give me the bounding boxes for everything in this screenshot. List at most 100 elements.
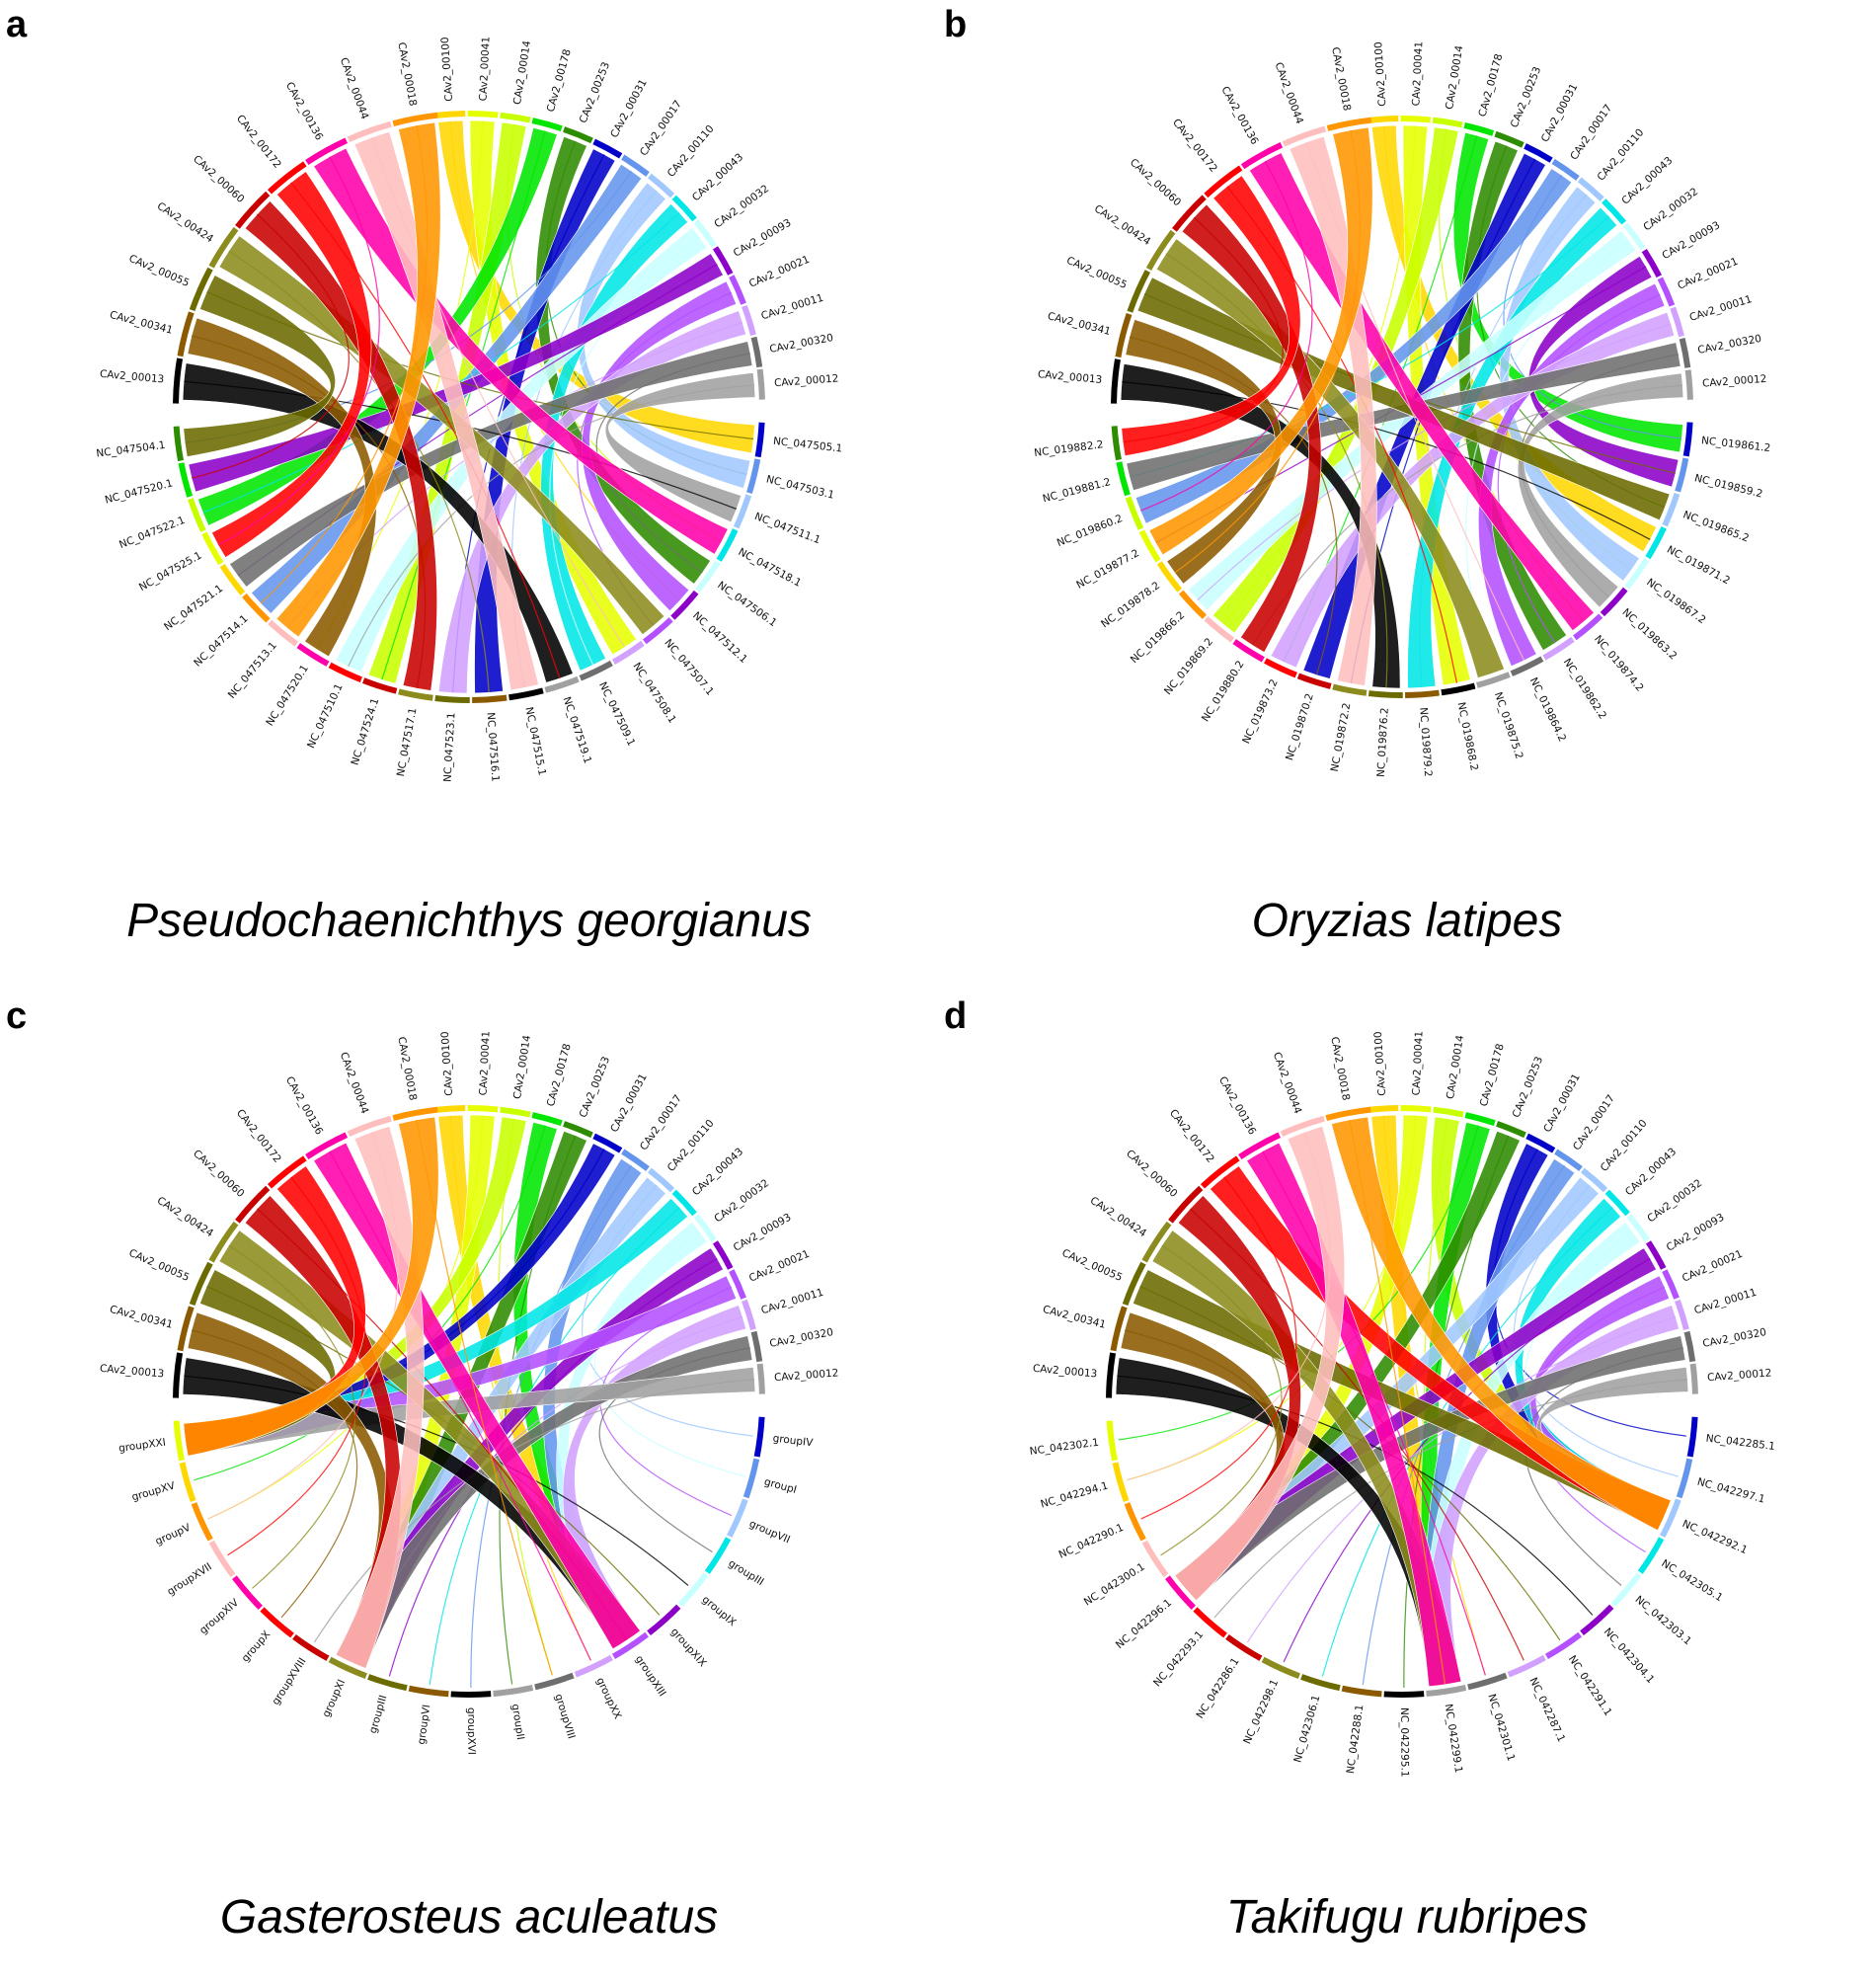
ideogram-segment	[1125, 496, 1145, 530]
ideogram-gap	[1208, 613, 1237, 638]
ideogram-gap	[1666, 308, 1680, 339]
ideogram-segment	[191, 1501, 214, 1542]
segment-label: CAv2_00041	[1410, 41, 1425, 107]
ideogram-gap	[1681, 370, 1687, 400]
ideogram-gap	[725, 1271, 742, 1302]
ideogram-segment	[1495, 1121, 1526, 1139]
ideogram-segment	[1600, 587, 1628, 617]
ideogram-segment	[1466, 1671, 1508, 1691]
segment-label: CAv2_00044	[338, 56, 371, 121]
panel-c: c CAv2_00100 CAv2_00041 CAv2_00014 CAv2_001…	[0, 992, 938, 1983]
segment-label: CAv2_00093	[732, 217, 794, 260]
segment-label: groupIV	[772, 1433, 815, 1450]
segment-label: groupIX	[700, 1594, 739, 1628]
ideogram-segment	[367, 1673, 408, 1692]
synteny-link	[1197, 323, 1672, 601]
segment-label: NC_047503.1	[765, 473, 835, 501]
segment-label: CAv2_00032	[712, 183, 771, 230]
ideogram-segment	[347, 1115, 393, 1138]
segment-label: NC_042305.1	[1659, 1557, 1724, 1604]
ideogram-gap	[1425, 1681, 1465, 1691]
ideogram-gap	[1463, 1117, 1494, 1130]
segment-label: NC_019882.2	[1034, 438, 1104, 459]
segment-label: CAv2_00044	[338, 1051, 371, 1116]
ideogram-gap	[1578, 1172, 1603, 1196]
segment-label: CAv2_00100	[1372, 1031, 1388, 1096]
segment-label: NC_042303.1	[1633, 1594, 1694, 1648]
ideogram-gap	[394, 1112, 438, 1125]
ideogram-gap	[1400, 1111, 1431, 1117]
segment-label: NC_019866.2	[1129, 609, 1188, 666]
ideogram-gap	[1654, 279, 1670, 308]
ideogram-segment	[1579, 1603, 1614, 1636]
segment-label: NC_047509.1	[596, 680, 637, 749]
segment-label: NC_019863.2	[1619, 606, 1679, 663]
segment-label: CAv2_00032	[712, 1177, 771, 1225]
segment-label: CAv2_00100	[439, 1031, 455, 1096]
ideogram-segment	[591, 1133, 623, 1154]
segment-label: CAv2_00060	[1124, 1148, 1180, 1200]
ideogram-gap	[1524, 1139, 1553, 1156]
ideogram-gap	[272, 166, 309, 198]
ideogram-gap	[239, 1190, 274, 1227]
ideogram-gap	[435, 691, 470, 697]
synteny-ribbon	[244, 200, 437, 691]
ideogram-gap	[308, 142, 350, 169]
ideogram-segment	[728, 275, 746, 306]
segment-label: CAv2_00320	[768, 332, 834, 356]
segment-label: CAv2_00012	[774, 372, 839, 389]
segment-label: NC_019864.2	[1527, 675, 1568, 744]
ideogram-gap	[1570, 610, 1600, 636]
segment-label: groupV	[154, 1521, 194, 1548]
ideogram-gap	[739, 1457, 754, 1497]
ideogram-gap	[1599, 202, 1622, 227]
ideogram-segment	[533, 1671, 575, 1691]
ideogram-gap	[1672, 1457, 1687, 1497]
segment-label: CAv2_00178	[545, 1043, 574, 1108]
segment-label: NC_019865.2	[1681, 509, 1751, 544]
panel-d: d CAv2_00100 CAv2_00041 CAv2_00014 CAv2_001…	[938, 992, 1876, 1983]
ideogram-segment	[1225, 1633, 1263, 1661]
synteny-ribbon	[1517, 372, 1684, 608]
synteny-ribbon	[1121, 175, 1301, 457]
ideogram-segment	[692, 219, 717, 249]
segment-label: CAv2_00093	[1660, 219, 1722, 262]
segment-label: NC_047515.1	[522, 706, 548, 777]
ideogram-gap	[1642, 1243, 1662, 1272]
synteny-ribbon	[1120, 363, 1401, 689]
segment-label: NC_019859.2	[1693, 472, 1763, 500]
segment-label: NC_042300.1	[1082, 1561, 1147, 1609]
ideogram-gap	[179, 1353, 187, 1398]
synteny-link	[184, 1375, 689, 1586]
ideogram-gap	[434, 117, 466, 122]
ideogram-gap	[394, 118, 438, 130]
segment-label: NC_042299.1	[1443, 1704, 1464, 1775]
ideogram-gap	[206, 529, 227, 563]
segment-label: groupIII	[726, 1557, 765, 1588]
ideogram-gap	[1161, 559, 1186, 589]
segment-label: NC_019879.2	[1417, 707, 1434, 777]
ideogram-gap	[467, 1111, 498, 1117]
segment-label: CAv2_00044	[1271, 1051, 1304, 1116]
segment-label: CAv2_00013	[99, 368, 164, 386]
ideogram-gap	[1133, 272, 1154, 315]
ideogram-segment	[500, 112, 531, 124]
segment-label: NC_019880.2	[1200, 659, 1247, 724]
ideogram-segment	[647, 173, 675, 198]
ideogram-segment	[296, 642, 330, 667]
segment-label: CAv2_00172	[1167, 1107, 1216, 1165]
segment-label: CAv2_00021	[747, 1248, 812, 1285]
ideogram-segment	[544, 675, 580, 693]
ideogram-segment	[219, 563, 246, 595]
ideogram-gap	[1440, 678, 1474, 690]
ideogram-segment	[1106, 1352, 1118, 1398]
ideogram-gap	[713, 526, 733, 559]
ideogram-segment	[235, 1185, 271, 1225]
ideogram-gap	[1682, 1416, 1692, 1457]
synteny-link	[1262, 1151, 1486, 1676]
ideogram-segment	[1115, 312, 1133, 358]
ideogram-gap	[668, 1193, 693, 1219]
segment-label: CAv2_00060	[191, 153, 247, 205]
ideogram-segment	[1156, 560, 1183, 593]
ideogram-segment	[1524, 1133, 1556, 1154]
